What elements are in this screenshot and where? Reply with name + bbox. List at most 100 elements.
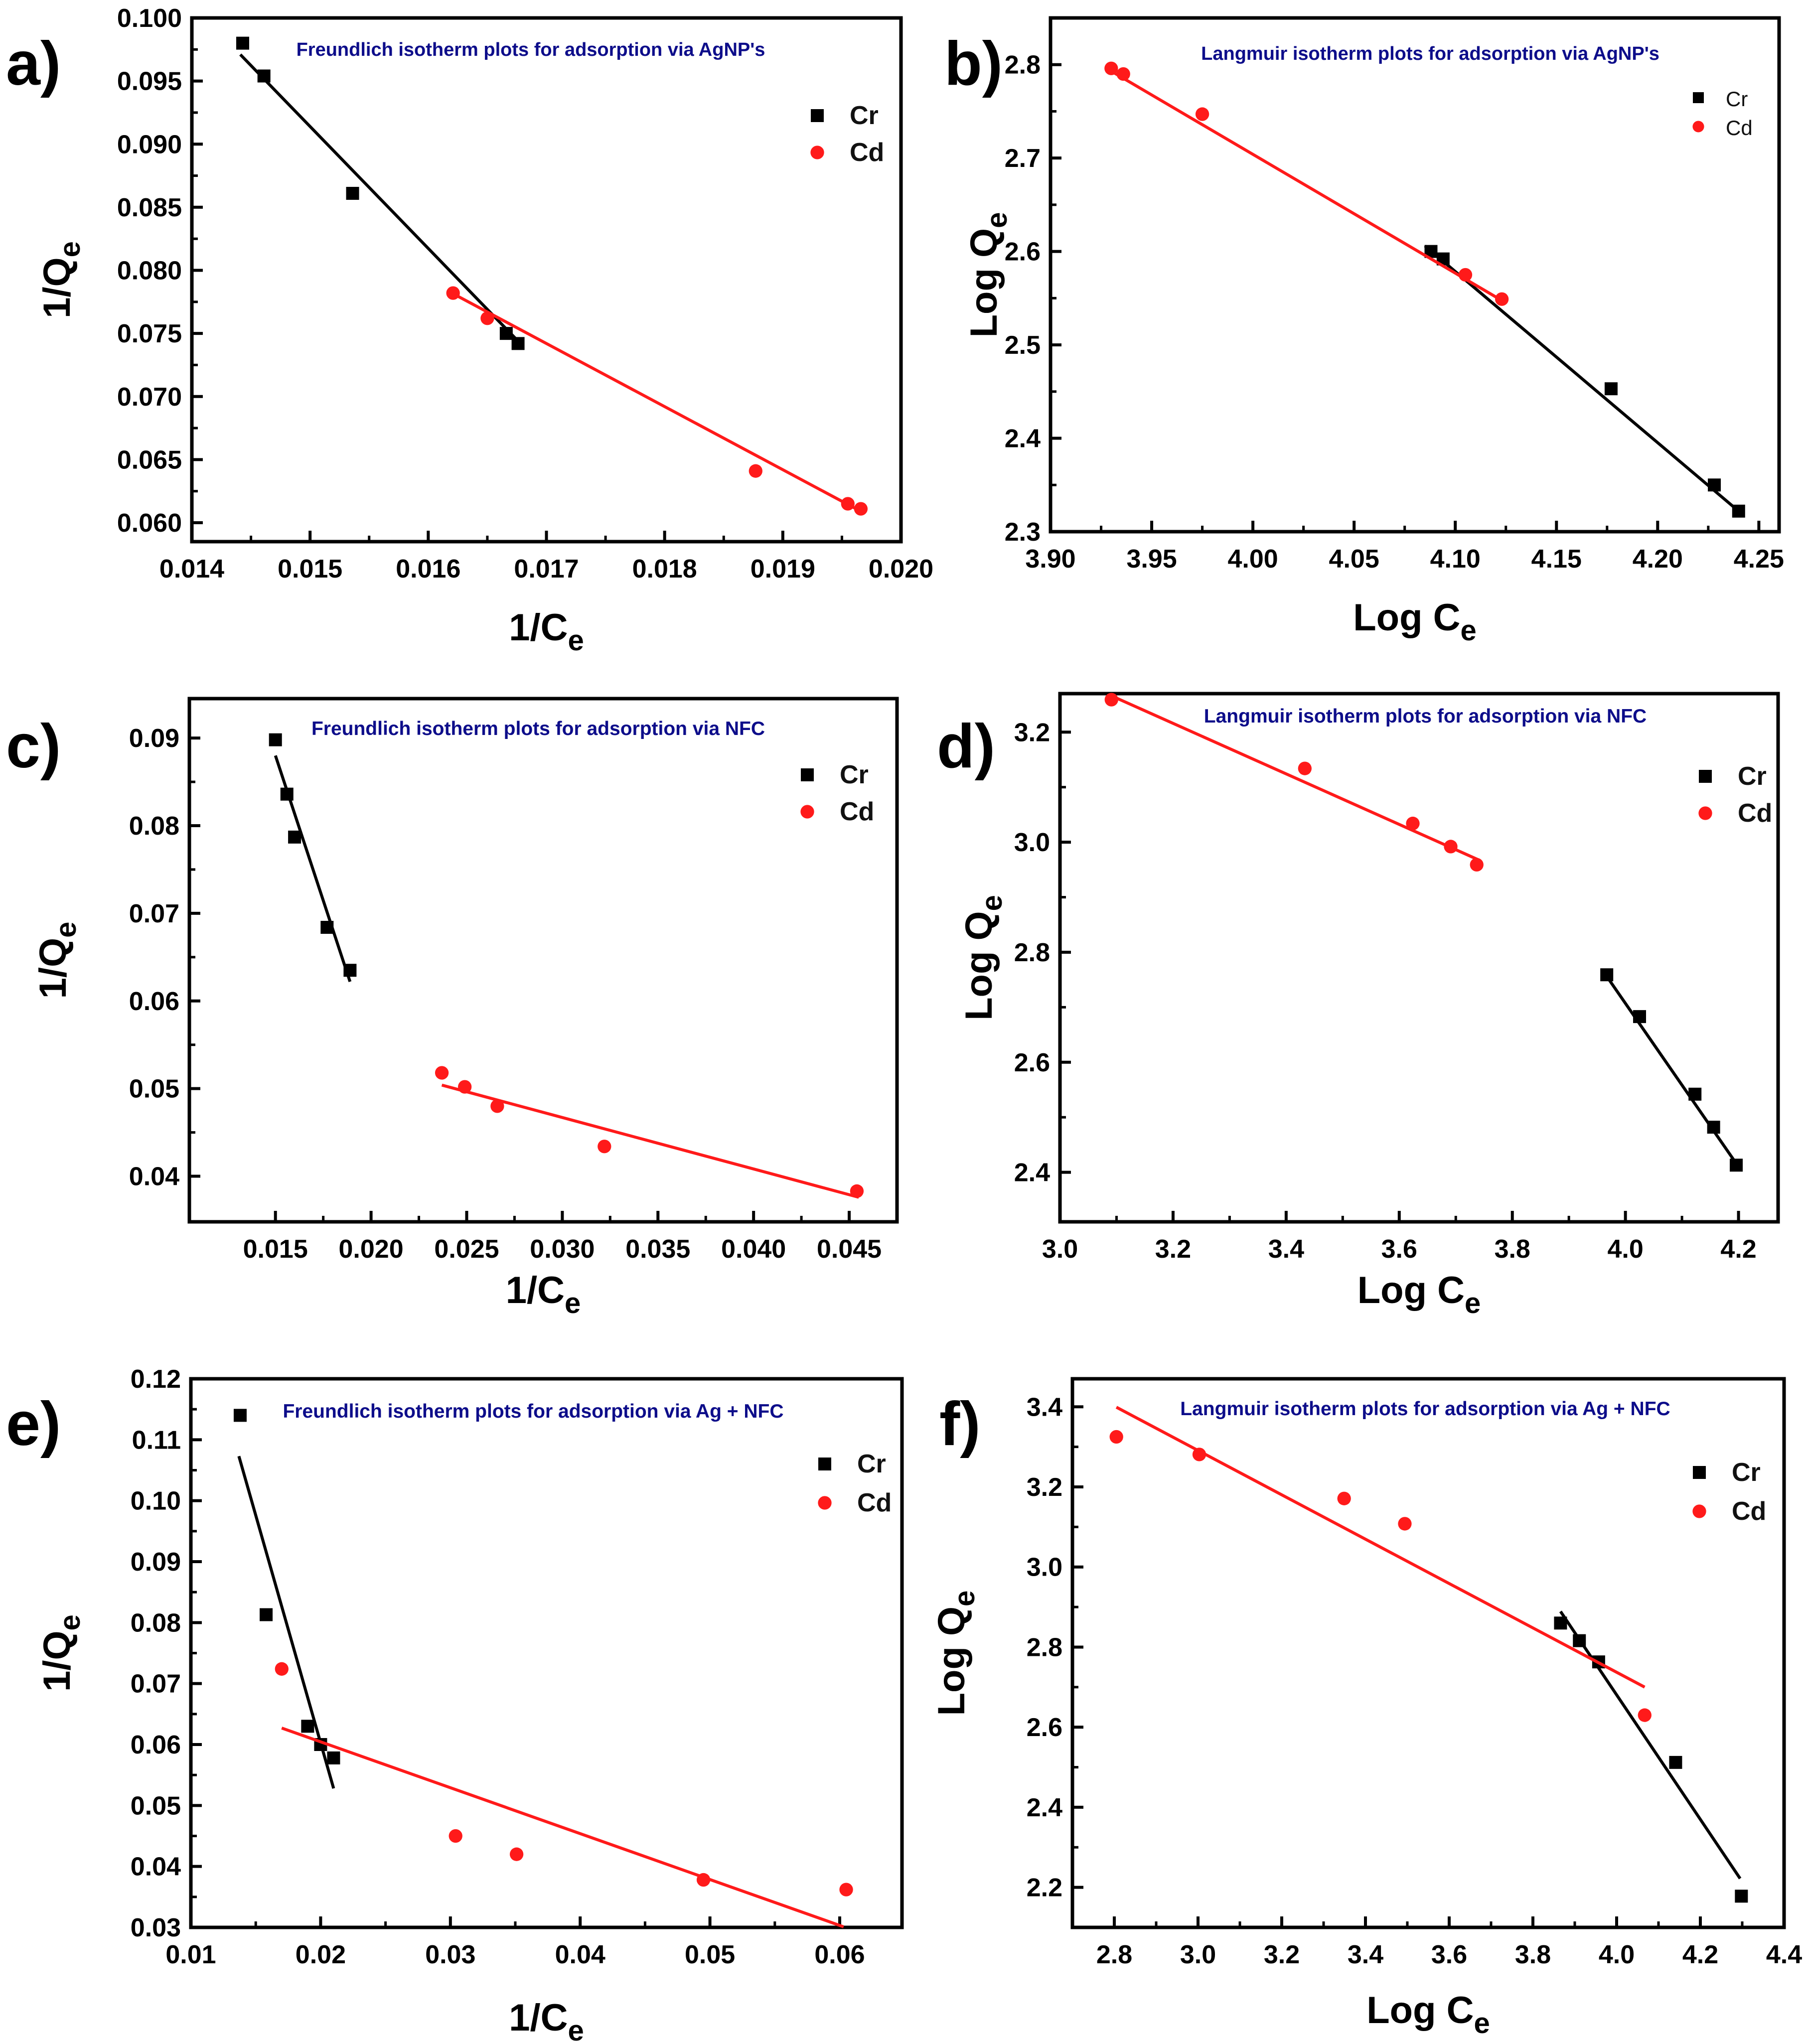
y-tick-label: 0.100	[117, 4, 182, 33]
x-tick-label: 0.017	[514, 555, 579, 584]
y-tick-label: 0.04	[131, 1853, 181, 1882]
fit-line-cr	[237, 1456, 335, 1789]
x-tick-label: 0.06	[814, 1940, 865, 1969]
y-axis-label: Log Qe	[958, 895, 1008, 1021]
x-tick-label: 0.025	[434, 1235, 499, 1264]
legend-label-cd: Cd	[840, 797, 874, 826]
fit-line-cd	[281, 1727, 844, 1928]
legend: Cr Cd	[810, 101, 884, 167]
data-point-cr	[288, 830, 301, 844]
legend: Cr Cd	[1698, 762, 1772, 828]
data-point-cd	[1638, 1708, 1652, 1722]
y-tick-label: 0.060	[117, 509, 182, 538]
x-tick-label: 4.2	[1682, 1940, 1718, 1969]
data-point-cd	[1406, 816, 1420, 831]
x-tick-label: 0.040	[721, 1235, 786, 1264]
legend-label-cd: Cd	[857, 1488, 892, 1517]
y-tick-label: 3.2	[1027, 1473, 1062, 1502]
chart-e: e) 0.01 0.02 0.03 0.04 0.05 0.06 0.03 0.04 0.05 0.…	[6, 1365, 904, 2044]
x-tick-label: 3.8	[1515, 1940, 1551, 1969]
x-tick-label: 0.030	[530, 1235, 595, 1264]
x-axis-label-sub: e	[1474, 2007, 1490, 2040]
legend-marker-cd	[800, 805, 814, 819]
x-tick-label: 2.8	[1096, 1940, 1132, 1969]
x-tick-label: 4.4	[1766, 1940, 1802, 1969]
data-point-cr	[1554, 1616, 1567, 1630]
y-tick-label: 0.065	[117, 445, 182, 474]
chart-title: Freundlich isotherm plots for adsorption…	[283, 1401, 783, 1422]
plot-frame	[1070, 1377, 1786, 1929]
y-tick-label: 3.0	[1014, 828, 1050, 857]
y-tick-label: 0.03	[131, 1913, 181, 1942]
y-tick-label: 0.05	[129, 1075, 179, 1104]
y-tick-label: 0.085	[117, 193, 182, 222]
y-axis-label: 1/Qe	[36, 241, 86, 318]
x-tick-label: 3.2	[1264, 1940, 1300, 1969]
data-point-cr	[280, 787, 294, 801]
y-axis-label-sub: e	[976, 895, 1008, 911]
y-tick-label: 2.8	[1005, 51, 1041, 80]
data-point-cd	[490, 1099, 504, 1113]
data-point-cd	[749, 464, 762, 478]
data-point-cr	[269, 733, 282, 746]
data-point-cd	[839, 1883, 853, 1897]
x-tick-label: 4.0	[1599, 1940, 1635, 1969]
x-tick-label: 3.95	[1126, 545, 1177, 574]
panel-label: d)	[937, 712, 995, 781]
data-point-cr	[1669, 1755, 1682, 1769]
x-axis-label-sub: e	[568, 624, 584, 657]
x-axis-label-main: Log C	[1357, 1269, 1465, 1312]
legend-label-cd: Cd	[850, 138, 884, 167]
data-point-cd	[1298, 761, 1312, 775]
x-tick-label: 4.2	[1720, 1235, 1756, 1264]
y-tick-label: 3.0	[1027, 1553, 1062, 1582]
chart-d: d) 3.0 3.2 3.4 3.6 3.8 4.0 4.2 2.4 2.6 2.8 3.0 3.2 La…	[937, 692, 1780, 1319]
y-tick-label: 2.3	[1005, 518, 1041, 547]
series-cr	[1600, 968, 1743, 1172]
chart-title: Langmuir isotherm plots for adsorption v…	[1201, 43, 1659, 64]
y-axis-label: Log Qe	[930, 1591, 981, 1716]
data-point-cr	[233, 1409, 247, 1422]
x-axis-label-main: 1/C	[509, 1997, 568, 2039]
x-axis-label-main: Log C	[1366, 1989, 1474, 2032]
plot-frame	[1058, 692, 1780, 1224]
legend-label-cr: Cr	[850, 101, 879, 130]
x-tick-label: 0.015	[243, 1235, 308, 1264]
series-cr	[236, 36, 525, 350]
y-tick-label: 0.11	[132, 1426, 181, 1455]
x-axis-label: Log Ce	[1357, 1269, 1481, 1319]
x-tick-label: 0.018	[632, 555, 697, 584]
panel-label: f)	[939, 1390, 981, 1459]
legend-marker-cr	[818, 1458, 831, 1470]
x-tick-label: 0.05	[685, 1940, 735, 1969]
data-point-cd	[841, 497, 855, 511]
data-point-cr	[1604, 382, 1618, 396]
x-tick-label: 0.045	[817, 1235, 882, 1264]
legend-label-cd: Cd	[1738, 799, 1772, 828]
legend-marker-cr	[811, 109, 824, 122]
x-axis-label-sub: e	[565, 1287, 581, 1319]
panel-label: e)	[6, 1390, 61, 1459]
data-point-cd	[480, 311, 494, 325]
legend: Cr Cd	[818, 1450, 892, 1517]
data-point-cd	[1444, 840, 1458, 854]
legend-label-cr: Cr	[857, 1450, 886, 1478]
data-point-cr	[1735, 1890, 1748, 1903]
fit-line-cd	[1111, 694, 1479, 862]
fit-line-cr	[1559, 1610, 1742, 1880]
y-axis-label: Log Qe	[963, 212, 1013, 338]
y-axis-label-main: Log Q	[963, 228, 1005, 338]
x-tick-label: 3.8	[1495, 1235, 1530, 1264]
data-point-cd	[435, 1066, 449, 1080]
x-tick-label: 3.0	[1180, 1940, 1216, 1969]
chart-title: Freundlich isotherm plots for adsorption…	[297, 39, 765, 60]
y-axis-label-sub: e	[948, 1591, 981, 1606]
y-axis-label-sub: e	[981, 212, 1013, 228]
data-point-cr	[257, 69, 271, 83]
x-tick-label: 3.90	[1025, 545, 1075, 574]
y-tick-label: 0.095	[117, 67, 182, 96]
legend-marker-cd	[810, 146, 824, 159]
y-tick-label: 3.2	[1014, 718, 1050, 747]
y-tick-label: 0.070	[117, 383, 182, 412]
